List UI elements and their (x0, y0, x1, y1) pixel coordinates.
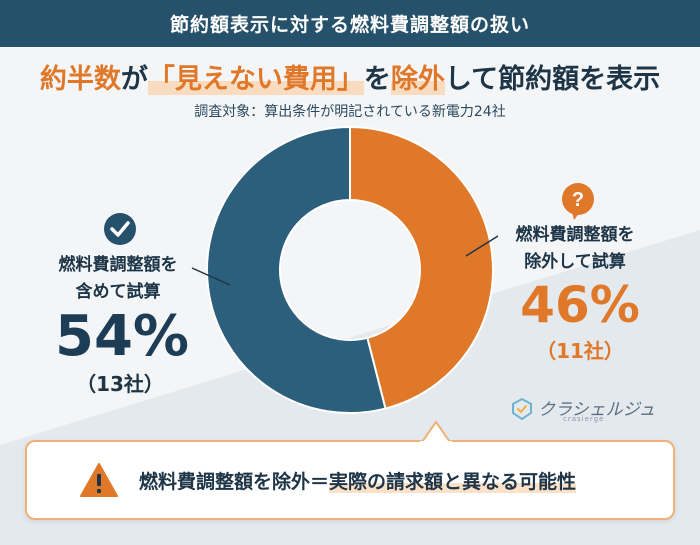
page-header: 節約額表示に対する燃料費調整額の扱い (0, 0, 700, 47)
logo-name: クラシェルジュ (538, 400, 656, 420)
headline-part5: 除外 (390, 64, 445, 95)
brand-logo: クラシェルジュ crasierge (508, 395, 658, 425)
left-label-line2: 含めて試算 (75, 282, 161, 302)
right-label-line2: 除外して試算 (524, 252, 626, 272)
headline-part2: が (120, 64, 148, 95)
warning-icon (80, 463, 118, 497)
headline-part4: を (363, 64, 391, 95)
donut-slice-included (206, 125, 387, 414)
headline-part3: 「見えない費用」 (147, 64, 364, 95)
check-icon (104, 213, 136, 245)
headline-part1: 約半数 (39, 64, 121, 95)
left-count-label: （13社） (76, 372, 164, 396)
subtitle: 調査対象：算出条件が明記されている新電力24社 (194, 104, 506, 120)
question-bubble-icon: ? (562, 183, 594, 220)
callout-part1: 燃料費調整額を除外＝ (139, 471, 330, 493)
left-label: 燃料費調整額を 含めて試算 (28, 252, 208, 306)
callout-pointer (420, 420, 452, 444)
right-label: 燃料費調整額を 除外して試算 (495, 222, 655, 276)
right-count-label: （11社） (536, 339, 624, 363)
donut-slice-excluded (349, 125, 494, 410)
left-label-line1: 燃料費調整額を (58, 255, 178, 275)
callout-part2: 実際の請求額と異なる可能性 (329, 471, 577, 493)
callout-text: 燃料費調整額を除外＝実際の請求額と異なる可能性 (139, 467, 577, 494)
left-leader-line (191, 267, 231, 286)
headline-part6: して節約額を表示 (444, 64, 661, 95)
right-label-line1: 燃料費調整額を (515, 225, 635, 245)
headline: 約半数が「見えない費用」を除外して節約額を表示 (0, 57, 700, 96)
svg-text:?: ? (572, 189, 584, 211)
left-percent-label: 54% (55, 304, 190, 369)
logo-sub: crasierge (563, 415, 605, 423)
logo-icon (512, 397, 532, 421)
header-title: 節約額表示に対する燃料費調整額の扱い (169, 14, 530, 36)
right-leader-line (465, 235, 499, 257)
right-percent-label: 46% (520, 276, 640, 334)
warning-callout: 燃料費調整額を除外＝実際の請求額と異なる可能性 (25, 440, 675, 520)
